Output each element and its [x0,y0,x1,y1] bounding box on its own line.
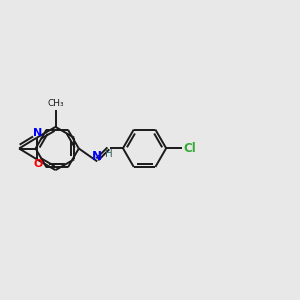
Text: N: N [92,150,102,163]
Text: H: H [105,149,113,159]
Text: Cl: Cl [184,142,196,155]
Text: N: N [33,128,43,138]
Text: CH₃: CH₃ [47,99,64,108]
Text: O: O [33,159,43,170]
